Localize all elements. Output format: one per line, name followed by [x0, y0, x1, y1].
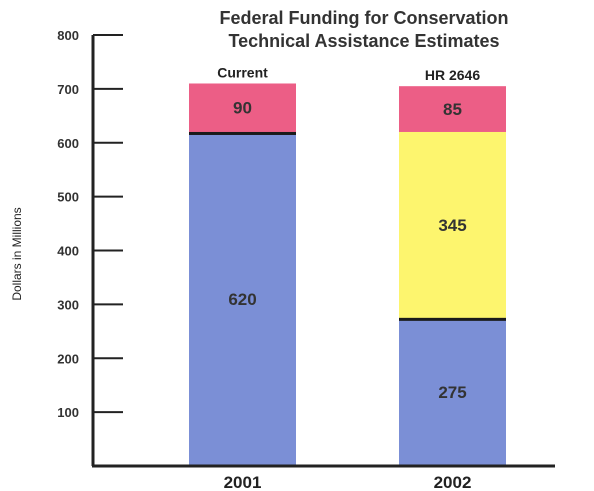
chart-title-line-2: Technical Assistance Estimates: [228, 31, 499, 51]
labels-layer: 620 90 Current 2001 275 345 85 HR 2646 2002: [217, 64, 480, 491]
y-tick-label: 200: [57, 351, 79, 366]
y-tick-label: 100: [57, 405, 79, 420]
y-tick-label: 600: [57, 136, 79, 151]
segment-value-label: 275: [438, 383, 466, 402]
segment-value-label: 345: [438, 216, 466, 235]
x-category-label: 2002: [434, 473, 472, 491]
chart-title: Federal Funding for Conservation Technic…: [219, 8, 508, 51]
bar-segment: [189, 83, 296, 132]
y-tick-label: 800: [57, 28, 79, 43]
y-tick-label: 400: [57, 244, 79, 259]
segment-value-label: 90: [233, 99, 252, 118]
y-tick-label: 700: [57, 82, 79, 97]
bar-segment: [399, 317, 506, 466]
chart-title-line-1: Federal Funding for Conservation: [219, 8, 508, 28]
bar-segment: [399, 131, 506, 318]
bar-top-label: HR 2646: [425, 67, 480, 83]
y-axis-label: Dollars in Millions: [10, 207, 24, 300]
y-tick-label: 500: [57, 190, 79, 205]
bar-top-label: Current: [217, 64, 268, 80]
x-category-label: 2001: [224, 473, 262, 491]
segment-value-label: 85: [443, 100, 462, 119]
y-tick-label: 300: [57, 297, 79, 312]
y-axis-ticks: 100 200 300 400 500 600 700 800: [57, 28, 123, 420]
bar-segment: [189, 131, 296, 466]
segment-value-label: 620: [228, 290, 256, 309]
bars-layer: [189, 83, 506, 466]
bar-segment: [399, 86, 506, 132]
